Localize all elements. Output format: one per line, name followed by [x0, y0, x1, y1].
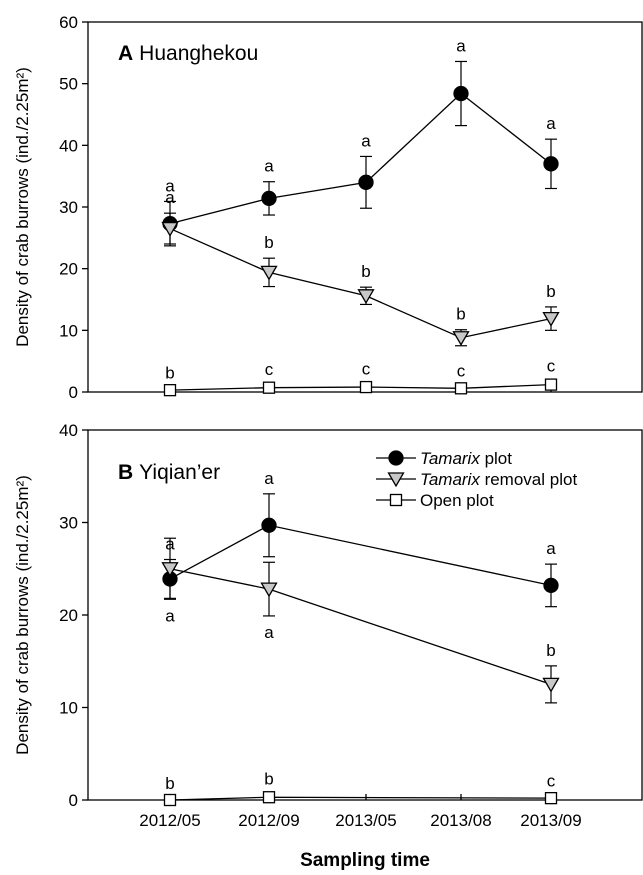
y-axis-label: Density of crab burrows (ind./2.25m²)	[13, 475, 32, 755]
panel-site: Huanghekou	[139, 42, 258, 65]
panel-b: 0 10 20 30 40 Density of crab burrows (ind./2…	[13, 421, 643, 871]
significance-letter: c	[547, 357, 556, 376]
significance-letter: b	[165, 774, 174, 793]
legend-marker	[389, 493, 403, 507]
series-tamarix-plot: aaa	[162, 469, 559, 608]
significance-letter: b	[165, 363, 174, 382]
data-point	[452, 331, 470, 347]
data-point	[542, 311, 560, 327]
legend-marker	[387, 472, 405, 488]
data-point	[163, 793, 177, 807]
y-axis-label: Density of crab burrows (ind./2.25m²)	[13, 67, 32, 347]
data-point	[454, 382, 468, 395]
legend-label-text: removal plot	[480, 470, 578, 489]
data-point	[357, 289, 375, 305]
legend-label-italic: Tamarix	[420, 449, 480, 468]
significance-letter: c	[457, 361, 466, 380]
y-tick-label: 20	[59, 606, 78, 625]
data-point	[262, 791, 276, 804]
panel-site: Yiqian’er	[139, 461, 220, 484]
legend-marker	[388, 450, 404, 466]
series-tamarix-removal-plot: a b b b b	[161, 188, 560, 347]
significance-letter: b	[361, 262, 370, 281]
significance-letter: a	[264, 157, 274, 176]
panel-letter: B	[118, 461, 133, 484]
y-tick-label: 10	[59, 699, 78, 718]
y-tick-label: 40	[59, 421, 78, 440]
x-tick-label: 2013/05	[335, 811, 396, 830]
significance-letter: a	[165, 176, 175, 195]
panel-title: B Yiqian’er	[118, 461, 220, 484]
series-line	[169, 92, 552, 225]
x-tick-label: 2012/09	[238, 811, 299, 830]
x-tick-label: 2013/09	[520, 811, 581, 830]
legend-label-italic: Tamarix	[420, 470, 480, 489]
y-tick-label: 40	[59, 136, 78, 155]
data-point	[262, 381, 276, 394]
data-point	[261, 517, 277, 533]
data-point	[453, 85, 469, 102]
y-tick-label: 0	[69, 791, 78, 810]
series-tamarix-removal-plot: a a b	[161, 537, 560, 704]
y-tick-label: 30	[59, 514, 78, 533]
y-tick-label: 50	[59, 75, 78, 94]
data-point	[163, 383, 177, 397]
data-point	[544, 378, 558, 391]
significance-letter: c	[547, 771, 556, 790]
significance-letter: b	[546, 641, 555, 660]
legend-label: Tamarix removal plot	[420, 470, 577, 489]
data-point	[543, 577, 559, 594]
data-point	[161, 221, 179, 237]
significance-letter: c	[265, 360, 274, 379]
x-axis-label: Sampling time	[300, 850, 430, 871]
y-tick-label: 30	[59, 198, 78, 217]
data-point	[161, 562, 179, 578]
y-tick-label: 10	[59, 321, 78, 340]
data-point	[544, 792, 558, 805]
series-line	[169, 568, 552, 685]
significance-letter: a	[165, 606, 175, 625]
panel-title: A Huanghekou	[118, 42, 258, 65]
data-point	[542, 677, 560, 693]
panel-letter: A	[118, 42, 133, 65]
significance-letter: b	[264, 769, 273, 788]
data-point	[260, 582, 278, 598]
significance-letter: a	[264, 623, 274, 642]
panel-a: 0 10 20 30 40 50 60 Density of crab burrows (in…	[13, 13, 643, 402]
significance-letter: a	[456, 36, 466, 55]
data-point	[543, 156, 559, 172]
significance-letter: a	[165, 188, 175, 207]
legend-label-text: Open plot	[420, 491, 494, 510]
y-tick-label: 60	[59, 13, 78, 32]
significance-letter: b	[456, 305, 465, 324]
legend-label: Tamarix plot	[420, 449, 512, 468]
significance-letter: c	[362, 360, 371, 379]
x-tick-label: 2013/08	[430, 811, 491, 830]
significance-letter: b	[264, 233, 273, 252]
significance-letter: a	[546, 539, 556, 558]
x-tick-label: 2012/05	[139, 811, 200, 830]
data-point	[358, 174, 374, 190]
y-tick-label: 20	[59, 260, 78, 279]
significance-letter: a	[361, 131, 371, 150]
series-line	[169, 524, 552, 587]
data-point	[260, 265, 278, 281]
data-point	[359, 380, 373, 394]
significance-letter: a	[264, 469, 274, 488]
data-point	[261, 190, 277, 207]
significance-letter: b	[546, 282, 555, 301]
series-line	[169, 227, 552, 339]
legend-label-text: plot	[480, 449, 512, 468]
y-tick-label: 0	[69, 383, 78, 402]
significance-letter: a	[546, 114, 556, 133]
legend-label: Open plot	[420, 491, 494, 510]
